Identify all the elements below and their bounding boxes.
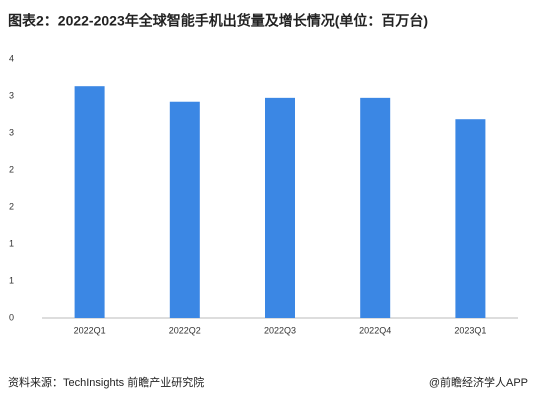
x-tick-label: 2022Q4: [359, 325, 391, 335]
y-tick-label: 4: [9, 53, 14, 63]
bar: [169, 101, 200, 318]
y-tick-label: 2: [9, 201, 14, 211]
x-tick-label: 2022Q2: [169, 325, 201, 335]
bar: [265, 97, 295, 318]
y-tick-label: 2: [9, 164, 14, 174]
chart-title: 图表2：2022-2023年全球智能手机出货量及增长情况(单位：百万台): [8, 13, 428, 29]
y-tick-label: 1: [9, 275, 14, 285]
x-tick-label: 2023Q1: [454, 325, 486, 335]
credit: @前瞻经济学人APP: [429, 375, 528, 389]
bar: [360, 97, 391, 318]
bar: [455, 119, 486, 318]
y-tick-label: 0: [9, 312, 14, 322]
bar: [74, 86, 105, 318]
y-tick-label: 3: [9, 127, 14, 137]
y-tick-label: 1: [9, 238, 14, 248]
y-tick-label: 3: [9, 90, 14, 100]
x-tick-label: 2022Q3: [264, 325, 296, 335]
x-tick-label: 2022Q1: [74, 325, 106, 335]
source: 资料来源：TechInsights 前瞻产业研究院: [8, 375, 204, 389]
